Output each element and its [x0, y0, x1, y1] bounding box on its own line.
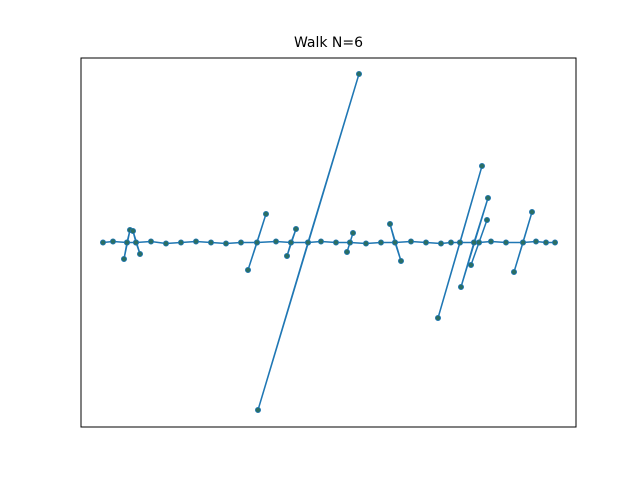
point: [132, 239, 139, 246]
point: [478, 162, 485, 169]
point: [467, 261, 474, 268]
point: [470, 239, 477, 246]
point: [520, 239, 527, 246]
point: [502, 239, 509, 246]
point: [147, 238, 154, 245]
point: [254, 406, 261, 413]
point: [253, 239, 260, 246]
point: [552, 239, 559, 246]
point: [162, 240, 169, 247]
point: [355, 71, 362, 78]
point: [100, 239, 107, 246]
point: [391, 239, 398, 246]
point: [386, 220, 393, 227]
point: [377, 239, 384, 246]
point: [422, 239, 429, 246]
point: [349, 229, 356, 236]
point: [177, 239, 184, 246]
point: [129, 227, 136, 234]
point: [543, 239, 550, 246]
point: [136, 250, 143, 257]
point: [262, 210, 269, 217]
point: [447, 239, 454, 246]
point: [317, 238, 324, 245]
point: [222, 240, 229, 247]
point: [304, 239, 311, 246]
point: [434, 314, 441, 321]
point: [407, 238, 414, 245]
point: [456, 239, 463, 246]
point: [244, 266, 251, 273]
point: [237, 239, 244, 246]
point: [529, 208, 536, 215]
point: [343, 248, 350, 255]
point: [292, 225, 299, 232]
point: [437, 240, 444, 247]
point: [346, 239, 353, 246]
point: [124, 239, 131, 246]
axes-frame: [80, 57, 577, 428]
point: [483, 216, 490, 223]
point: [510, 268, 517, 275]
point: [287, 239, 294, 246]
plot-area: [100, 71, 559, 413]
point: [207, 239, 214, 246]
point: [362, 240, 369, 247]
point: [484, 194, 491, 201]
point: [475, 239, 482, 246]
point: [533, 238, 540, 245]
point: [192, 238, 199, 245]
point: [487, 238, 494, 245]
point: [397, 257, 404, 264]
chart-title: Walk N=6: [294, 35, 363, 51]
point: [121, 255, 128, 262]
point: [457, 283, 464, 290]
point: [272, 238, 279, 245]
point: [110, 238, 117, 245]
point: [283, 252, 290, 259]
point: [332, 239, 339, 246]
